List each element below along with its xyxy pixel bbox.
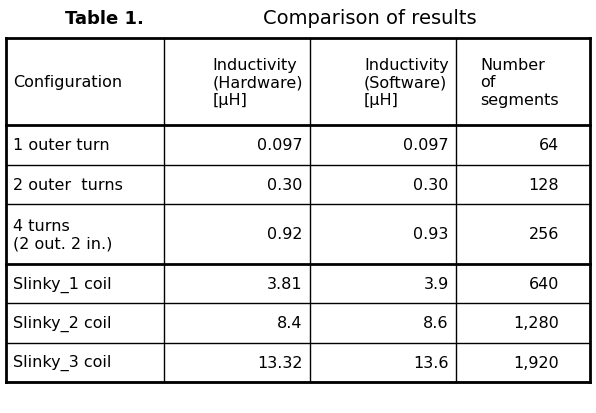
Text: 2 outer  turns: 2 outer turns	[13, 177, 123, 192]
Text: 0.097: 0.097	[403, 138, 449, 153]
Text: Slinky_3 coil: Slinky_3 coil	[13, 354, 111, 370]
Text: Comparison of results: Comparison of results	[263, 9, 476, 28]
Text: 0.30: 0.30	[414, 177, 449, 192]
Text: 3.9: 3.9	[424, 276, 449, 292]
Text: Inductivity
(Hardware)
[μH]: Inductivity (Hardware) [μH]	[212, 58, 303, 107]
Text: 0.93: 0.93	[414, 227, 449, 242]
Text: Table 1.: Table 1.	[65, 9, 144, 28]
Text: 1 outer turn: 1 outer turn	[13, 138, 110, 153]
Text: 13.32: 13.32	[257, 355, 303, 370]
Text: 0.097: 0.097	[257, 138, 303, 153]
Text: 256: 256	[529, 227, 559, 242]
Text: 8.4: 8.4	[277, 316, 303, 331]
Text: Inductivity
(Software)
[μH]: Inductivity (Software) [μH]	[364, 58, 449, 107]
Text: Slinky_2 coil: Slinky_2 coil	[13, 315, 111, 331]
Text: 8.6: 8.6	[423, 316, 449, 331]
Text: 1,920: 1,920	[513, 355, 559, 370]
Text: 0.92: 0.92	[267, 227, 303, 242]
Text: 64: 64	[539, 138, 559, 153]
Text: 4 turns
(2 out. 2 in.): 4 turns (2 out. 2 in.)	[13, 218, 113, 251]
Text: 13.6: 13.6	[413, 355, 449, 370]
Text: Number
of
segments: Number of segments	[480, 58, 559, 107]
Text: Slinky_1 coil: Slinky_1 coil	[13, 276, 111, 292]
Text: 3.81: 3.81	[267, 276, 303, 292]
Text: 1,280: 1,280	[513, 316, 559, 331]
Text: Configuration: Configuration	[13, 75, 122, 90]
Text: 128: 128	[529, 177, 559, 192]
Text: 0.30: 0.30	[268, 177, 303, 192]
Text: 640: 640	[529, 276, 559, 292]
